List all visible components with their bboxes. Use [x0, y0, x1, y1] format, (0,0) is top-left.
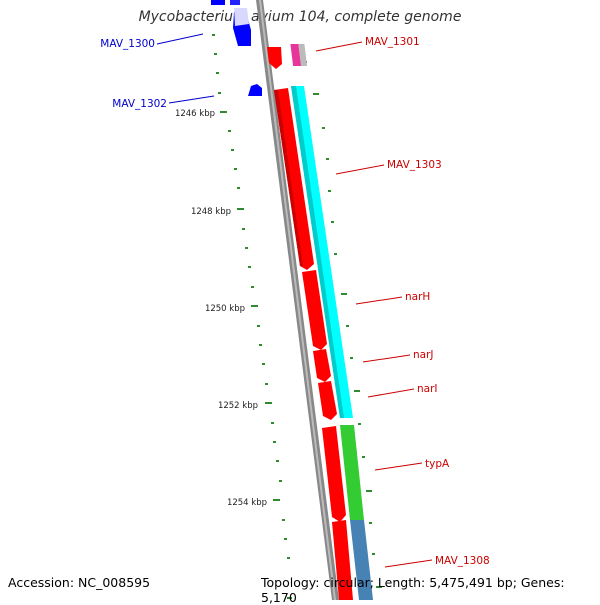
- scale-tick: [313, 93, 319, 95]
- gene-mav1308: [332, 520, 353, 600]
- scale-labels: 1246 kbp 1248 kbp 1250 kbp 1252 kbp 1254…: [175, 109, 267, 508]
- scale-tick-major: [273, 499, 280, 501]
- accession-text: Accession: NC_008595: [8, 575, 151, 590]
- scale-label-1248: 1248 kbp: [191, 207, 231, 217]
- scale-label-1246: 1246 kbp: [175, 109, 215, 119]
- label-narJ: narJ: [413, 349, 434, 361]
- scale-tick: [362, 456, 365, 458]
- scale-tick: [350, 357, 353, 359]
- cog-block-pink: [290, 44, 302, 66]
- label-mav1303: MAV_1303: [387, 159, 442, 171]
- gene-mav1300-highlight: [234, 8, 249, 26]
- label-mav1302: MAV_1302: [112, 98, 167, 110]
- scale-tick: [257, 325, 260, 327]
- label-leaders: [156, 33, 433, 568]
- scale-label-1254: 1254 kbp: [227, 498, 267, 508]
- genome-info-text: Topology: circular; Length: 5,475,491 bp…: [261, 575, 565, 605]
- scale-tick: [265, 383, 268, 385]
- scale-tick: [259, 344, 262, 346]
- leader-mav1302: [168, 95, 215, 104]
- scale-tick: [341, 293, 347, 295]
- scale-label-1250: 1250 kbp: [205, 304, 245, 314]
- label-mav1308: MAV_1308: [435, 555, 490, 567]
- leader-narI: [367, 388, 415, 398]
- scale-tick: [271, 422, 274, 424]
- cog-block-cyan-shade: [291, 86, 344, 418]
- scale-tick: [369, 522, 372, 524]
- scale-tick: [328, 190, 331, 192]
- gene-typA: [322, 426, 346, 522]
- forward-strand-genes: [267, 47, 353, 600]
- genome-backbone-highlight: [259, 0, 336, 600]
- scale-tick: [218, 92, 221, 94]
- scale-tick: [287, 597, 292, 599]
- scale-tick: [276, 460, 279, 462]
- scale-tick: [212, 34, 215, 36]
- scale-tick: [331, 221, 334, 223]
- label-typA: typA: [425, 458, 450, 470]
- label-mav1300: MAV_1300: [100, 38, 155, 50]
- scale-tick: [372, 553, 375, 555]
- leader-mav1301: [315, 41, 363, 52]
- leader-mav1300: [156, 33, 204, 45]
- scale-tick: [234, 168, 237, 170]
- scale-tick: [376, 586, 382, 588]
- scale-tick-major: [265, 402, 272, 404]
- gene-mav1301: [267, 47, 282, 69]
- gene-mav1303-edge: [274, 90, 303, 266]
- cog-block-grey: [298, 44, 308, 66]
- scale-tick-major: [237, 208, 244, 210]
- cog-function-ring: [290, 44, 373, 600]
- scale-tick: [284, 538, 287, 540]
- reverse-strand-genes: [211, 0, 262, 96]
- gene-narH: [302, 270, 327, 350]
- scale-tick: [334, 253, 337, 255]
- scale-tick: [262, 363, 265, 365]
- cog-block-steelblue: [350, 520, 373, 600]
- scale-tick: [214, 53, 217, 55]
- scale-tick: [242, 228, 245, 230]
- scale-tick: [216, 72, 219, 74]
- gene-labels: MAV_1300 MAV_1302 MAV_1301 MAV_1303 narH…: [100, 36, 489, 567]
- scale-label-1252: 1252 kbp: [218, 401, 258, 411]
- label-mav1301: MAV_1301: [365, 36, 420, 48]
- scale-tick-major: [251, 305, 258, 307]
- scale-tick: [346, 325, 349, 327]
- leader-typA: [374, 462, 423, 471]
- scale-tick: [279, 480, 282, 482]
- scale-tick: [273, 441, 276, 443]
- scale-tick: [366, 490, 372, 492]
- leader-narH: [355, 296, 403, 305]
- gene-narI: [318, 381, 337, 420]
- label-narH: narH: [405, 291, 430, 303]
- gene-mav1300-fragment-2: [230, 0, 240, 5]
- cog-block-green: [340, 425, 364, 520]
- gene-mav1302: [248, 84, 262, 96]
- scale-tick: [231, 149, 234, 151]
- scale-tick: [326, 158, 329, 160]
- label-narI: narI: [417, 383, 438, 395]
- map-title: Mycobacterium avium 104, complete genome: [138, 9, 462, 25]
- scale-tick: [237, 187, 240, 189]
- scale-tick: [251, 286, 254, 288]
- scale-tick: [354, 390, 360, 392]
- scale-tick: [282, 519, 285, 521]
- gene-mav1300-fragment: [211, 0, 225, 5]
- gene-narJ: [313, 349, 331, 382]
- scale-tick: [287, 557, 290, 559]
- leader-mav1308: [384, 559, 433, 568]
- scale-tick: [358, 423, 361, 425]
- scale-tick: [322, 127, 325, 129]
- scale-tick: [245, 247, 248, 249]
- scale-tick: [248, 266, 251, 268]
- leader-mav1303: [335, 164, 385, 175]
- scale-tick: [228, 130, 231, 132]
- scale-tick-major: [220, 111, 227, 113]
- outer-scale-ticks: [212, 34, 292, 599]
- leader-narJ: [362, 354, 411, 363]
